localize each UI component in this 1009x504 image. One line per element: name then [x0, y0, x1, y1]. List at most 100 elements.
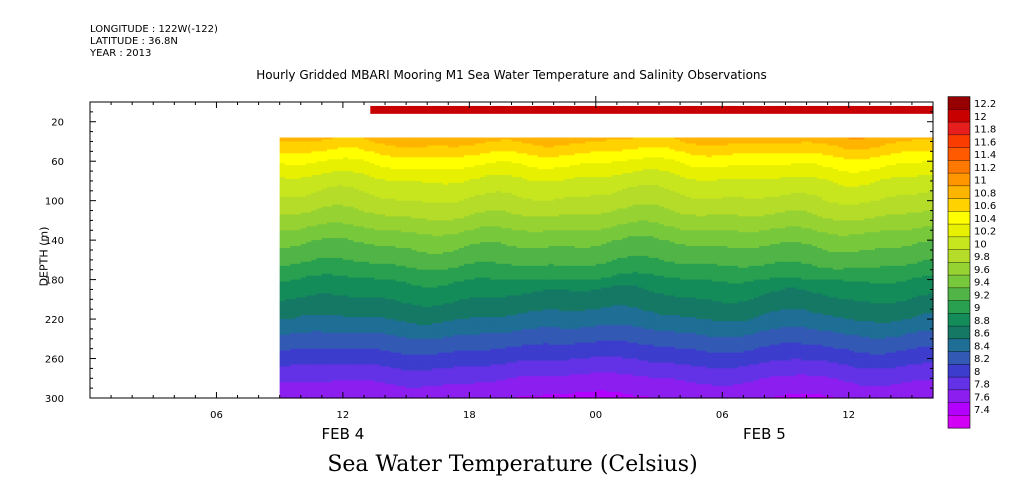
temperature-cell	[295, 346, 302, 350]
temperature-cell	[284, 143, 291, 147]
temperature-cell	[279, 332, 286, 336]
temperature-cell	[295, 328, 302, 332]
temperature-cell	[279, 167, 286, 170]
temperature-cell	[284, 161, 291, 164]
temperature-cell	[284, 137, 291, 141]
temperature-cell	[295, 265, 302, 269]
temperature-cell	[290, 198, 297, 202]
temperature-cell	[290, 319, 297, 322]
temperature-cell	[290, 253, 297, 257]
temperature-cell	[290, 305, 297, 308]
temperature-cell	[284, 390, 291, 393]
temperature-cell	[284, 265, 291, 269]
temperature-cell	[284, 180, 291, 184]
temperature-cell	[279, 396, 286, 399]
temperature-cell	[284, 167, 291, 170]
temperature-cell	[279, 350, 286, 354]
temperature-cell	[284, 360, 291, 364]
temperature-cell	[279, 159, 286, 162]
temperature-cell	[284, 230, 291, 233]
temperature-cell	[279, 297, 286, 300]
temperature-cell	[295, 248, 302, 251]
temperature-cell	[279, 196, 286, 200]
temperature-cell	[295, 240, 302, 243]
temperature-cell	[279, 340, 286, 344]
temperature-cell	[279, 311, 286, 314]
temperature-cell	[284, 334, 291, 338]
temperature-cell	[284, 323, 291, 326]
temperature-cell	[284, 222, 291, 225]
temperature-cell	[290, 299, 297, 302]
temperature-cell	[284, 186, 291, 190]
temperature-cell	[279, 392, 286, 395]
temperature-cell	[290, 368, 297, 371]
temperature-cell	[284, 176, 291, 180]
temperature-cell	[290, 220, 297, 223]
temperature-cell	[284, 348, 291, 352]
temperature-cell	[284, 238, 291, 241]
temperature-cell	[290, 204, 297, 208]
temperature-cell	[284, 192, 291, 196]
temperature-cell	[295, 332, 302, 336]
temperature-cell	[295, 307, 302, 310]
temperature-cell	[279, 299, 286, 302]
temperature-cell	[290, 384, 297, 387]
temperature-cell	[290, 236, 297, 239]
temperature-cell	[279, 244, 286, 247]
temperature-cell	[279, 315, 286, 318]
temperature-cell	[290, 346, 297, 350]
temperature-cell	[284, 380, 291, 383]
temperature-cell	[284, 214, 291, 218]
temperature-cell	[290, 348, 297, 352]
temperature-cell	[295, 214, 302, 218]
temperature-cell	[290, 186, 297, 190]
temperature-cell	[279, 291, 286, 295]
temperature-cell	[284, 250, 291, 253]
temperature-cell	[290, 350, 297, 354]
temperature-cell	[290, 251, 297, 255]
temperature-cell	[284, 165, 291, 168]
temperature-cell	[290, 232, 297, 235]
temperature-cell	[284, 340, 291, 344]
temperature-cell	[295, 238, 302, 241]
temperature-cell	[279, 139, 286, 143]
temperature-cell	[284, 338, 291, 342]
temperature-cell	[279, 271, 286, 275]
temperature-cell	[290, 234, 297, 237]
temperature-cell	[295, 330, 302, 334]
temperature-cell	[290, 301, 297, 304]
temperature-cell	[290, 271, 297, 275]
location-metadata: LONGITUDE : 122W(-122) LATITUDE : 36.8N …	[90, 24, 218, 60]
temperature-cell	[295, 253, 302, 257]
temperature-cell	[295, 236, 302, 239]
temperature-cell	[290, 212, 297, 216]
temperature-cell	[295, 194, 302, 198]
temperature-cell	[279, 161, 286, 164]
temperature-cell	[290, 336, 297, 340]
temperature-cell	[284, 244, 291, 247]
temperature-cell	[279, 336, 286, 340]
temperature-cell	[290, 137, 297, 141]
temperature-cell	[295, 155, 302, 158]
temperature-cell	[279, 230, 286, 233]
temperature-cell	[295, 159, 302, 162]
temperature-cell	[290, 196, 297, 200]
temperature-cell	[290, 360, 297, 364]
temperature-cell	[290, 354, 297, 358]
temperature-cell	[279, 236, 286, 239]
temperature-cell	[290, 279, 297, 283]
temperature-cell	[295, 244, 302, 247]
temperature-cell	[284, 384, 291, 387]
temperature-cell	[279, 374, 286, 377]
temperature-cell	[295, 228, 302, 231]
temperature-cell	[279, 163, 286, 166]
temperature-cell	[295, 326, 302, 330]
temperature-cell	[279, 388, 286, 391]
temperature-cell	[290, 222, 297, 225]
temperature-cell	[295, 251, 302, 255]
temperature-cell	[295, 212, 302, 216]
temperature-cell	[290, 240, 297, 243]
temperature-cell	[295, 137, 302, 141]
temperature-cell	[284, 358, 291, 362]
temperature-cell	[284, 163, 291, 166]
